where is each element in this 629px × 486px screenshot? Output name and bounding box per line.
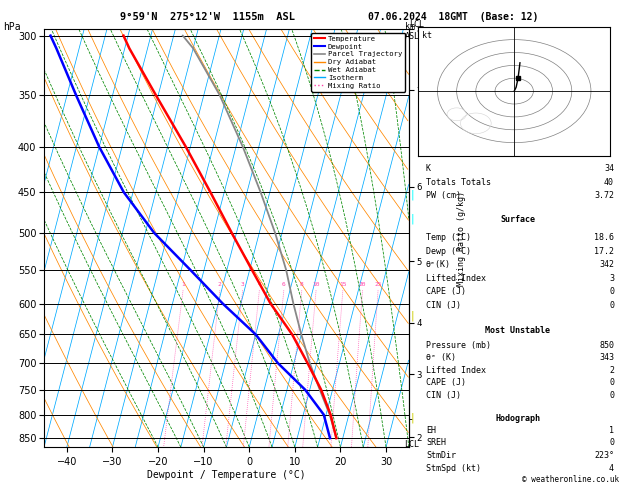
Text: Lifted Index: Lifted Index — [426, 274, 486, 283]
Text: 0: 0 — [609, 379, 614, 387]
X-axis label: Dewpoint / Temperature (°C): Dewpoint / Temperature (°C) — [147, 469, 306, 480]
Text: km
ASL: km ASL — [405, 22, 420, 41]
Text: StmDir: StmDir — [426, 451, 456, 460]
Text: K: K — [426, 164, 431, 173]
Text: 25: 25 — [374, 281, 382, 287]
Text: Dewp (°C): Dewp (°C) — [426, 247, 471, 256]
Text: 6: 6 — [282, 281, 286, 287]
Text: Totals Totals: Totals Totals — [426, 178, 491, 187]
Text: θᵉ (K): θᵉ (K) — [426, 353, 456, 362]
Text: 0: 0 — [609, 287, 614, 296]
Legend: Temperature, Dewpoint, Parcel Trajectory, Dry Adiabat, Wet Adiabat, Isotherm, Mi: Temperature, Dewpoint, Parcel Trajectory… — [311, 33, 405, 92]
Text: Pressure (mb): Pressure (mb) — [426, 341, 491, 349]
Text: 07.06.2024  18GMT  (Base: 12): 07.06.2024 18GMT (Base: 12) — [368, 12, 538, 22]
Text: 17.2: 17.2 — [594, 247, 614, 256]
Text: 3.72: 3.72 — [594, 191, 614, 200]
Text: 342: 342 — [599, 260, 614, 269]
Text: |: | — [410, 413, 414, 423]
Text: © weatheronline.co.uk: © weatheronline.co.uk — [523, 474, 620, 484]
Text: 15: 15 — [339, 281, 347, 287]
Text: kt: kt — [422, 31, 432, 39]
Text: |: | — [410, 189, 414, 200]
Text: 223°: 223° — [594, 451, 614, 460]
Text: CIN (J): CIN (J) — [426, 391, 461, 400]
Text: 1: 1 — [609, 426, 614, 435]
Text: θᵉ(K): θᵉ(K) — [426, 260, 451, 269]
Text: |: | — [410, 311, 414, 321]
Text: StmSpd (kt): StmSpd (kt) — [426, 464, 481, 473]
Text: Temp (°C): Temp (°C) — [426, 233, 471, 242]
Text: LCL: LCL — [404, 440, 420, 449]
Y-axis label: Mixing Ratio (g/kg): Mixing Ratio (g/kg) — [457, 191, 465, 286]
Text: |: | — [410, 213, 414, 224]
Text: LCL: LCL — [409, 20, 424, 29]
Text: 3: 3 — [609, 274, 614, 283]
Text: 850: 850 — [599, 341, 614, 349]
Text: 1: 1 — [181, 281, 185, 287]
Text: CIN (J): CIN (J) — [426, 301, 461, 310]
Text: EH: EH — [426, 426, 436, 435]
Text: 34: 34 — [604, 164, 614, 173]
Text: Most Unstable: Most Unstable — [486, 326, 550, 335]
Text: 4: 4 — [609, 464, 614, 473]
Text: 20: 20 — [359, 281, 366, 287]
Text: Surface: Surface — [501, 215, 535, 224]
Text: SREH: SREH — [426, 438, 446, 448]
Text: 0: 0 — [609, 438, 614, 448]
Text: 8: 8 — [300, 281, 304, 287]
Text: CAPE (J): CAPE (J) — [426, 287, 466, 296]
Text: 9°59'N  275°12'W  1155m  ASL: 9°59'N 275°12'W 1155m ASL — [120, 12, 295, 22]
Text: hPa: hPa — [3, 22, 21, 32]
Text: 2: 2 — [218, 281, 221, 287]
Text: 3: 3 — [241, 281, 245, 287]
Text: Hodograph: Hodograph — [496, 414, 540, 423]
Text: 40: 40 — [604, 178, 614, 187]
Text: 0: 0 — [609, 391, 614, 400]
Text: 4: 4 — [257, 281, 261, 287]
Text: CAPE (J): CAPE (J) — [426, 379, 466, 387]
Text: 2: 2 — [609, 366, 614, 375]
Text: 18.6: 18.6 — [594, 233, 614, 242]
Text: Lifted Index: Lifted Index — [426, 366, 486, 375]
Text: 343: 343 — [599, 353, 614, 362]
Text: 0: 0 — [609, 301, 614, 310]
Text: PW (cm): PW (cm) — [426, 191, 461, 200]
Text: 10: 10 — [313, 281, 320, 287]
